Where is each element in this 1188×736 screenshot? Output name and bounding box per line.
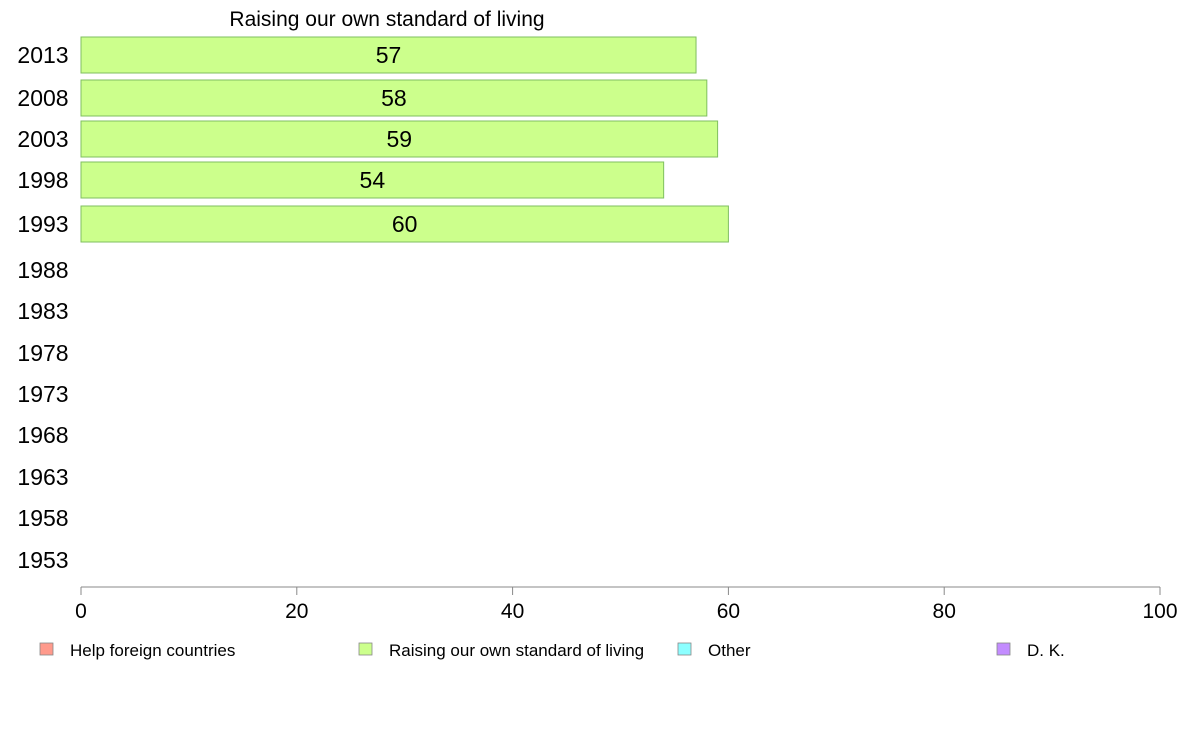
- y-tick-label: 1993: [17, 211, 68, 237]
- x-tick-label: 20: [285, 600, 308, 623]
- legend: Help foreign countries Raising our own st…: [39, 641, 1065, 660]
- y-tick-label: 2008: [17, 85, 68, 111]
- y-tick-label: 1968: [17, 422, 68, 448]
- bar-value-label: 60: [392, 211, 418, 237]
- bar-value-label: 54: [360, 167, 386, 193]
- y-tick-label: 1998: [17, 167, 68, 193]
- legend-label: Raising our own standard of living: [389, 641, 644, 660]
- chart-title: Raising our own standard of living: [229, 8, 544, 31]
- legend-swatch: [358, 642, 373, 656]
- y-tick-label: 1978: [17, 340, 68, 366]
- x-tick-label: 60: [717, 600, 740, 623]
- bar: [80, 79, 708, 117]
- legend-swatch: [996, 642, 1011, 656]
- legend-label: D. K.: [1027, 641, 1065, 660]
- y-tick-label: 1953: [17, 547, 68, 573]
- y-tick-label: 2013: [17, 42, 68, 68]
- bar-value-label: 58: [381, 85, 407, 111]
- bar: [80, 205, 729, 243]
- legend-swatch: [39, 642, 54, 656]
- x-tick-label: 0: [75, 600, 87, 623]
- y-tick-label: 2003: [17, 126, 68, 152]
- x-tick-label: 40: [501, 600, 524, 623]
- bar-value-label: 57: [376, 42, 402, 68]
- x-axis: 0 20 40 60 80 100: [75, 586, 1178, 623]
- bar: [80, 161, 665, 199]
- bar-value-label: 59: [387, 126, 413, 152]
- y-tick-label: 1988: [17, 257, 68, 283]
- legend-swatch: [677, 642, 692, 656]
- x-tick-label: 80: [933, 600, 956, 623]
- legend-label: Other: [708, 641, 751, 660]
- bar: [80, 36, 697, 74]
- x-tick-label: 100: [1142, 600, 1177, 623]
- y-tick-label: 1958: [17, 505, 68, 531]
- y-tick-label: 1973: [17, 381, 68, 407]
- y-tick-label: 1963: [17, 464, 68, 490]
- y-tick-label: 1983: [17, 298, 68, 324]
- y-axis-labels: 2013 2008 2003 1998 1993 1988 1983 1978 1973 1968…: [17, 42, 68, 573]
- bar: [80, 120, 719, 158]
- legend-label: Help foreign countries: [70, 641, 235, 660]
